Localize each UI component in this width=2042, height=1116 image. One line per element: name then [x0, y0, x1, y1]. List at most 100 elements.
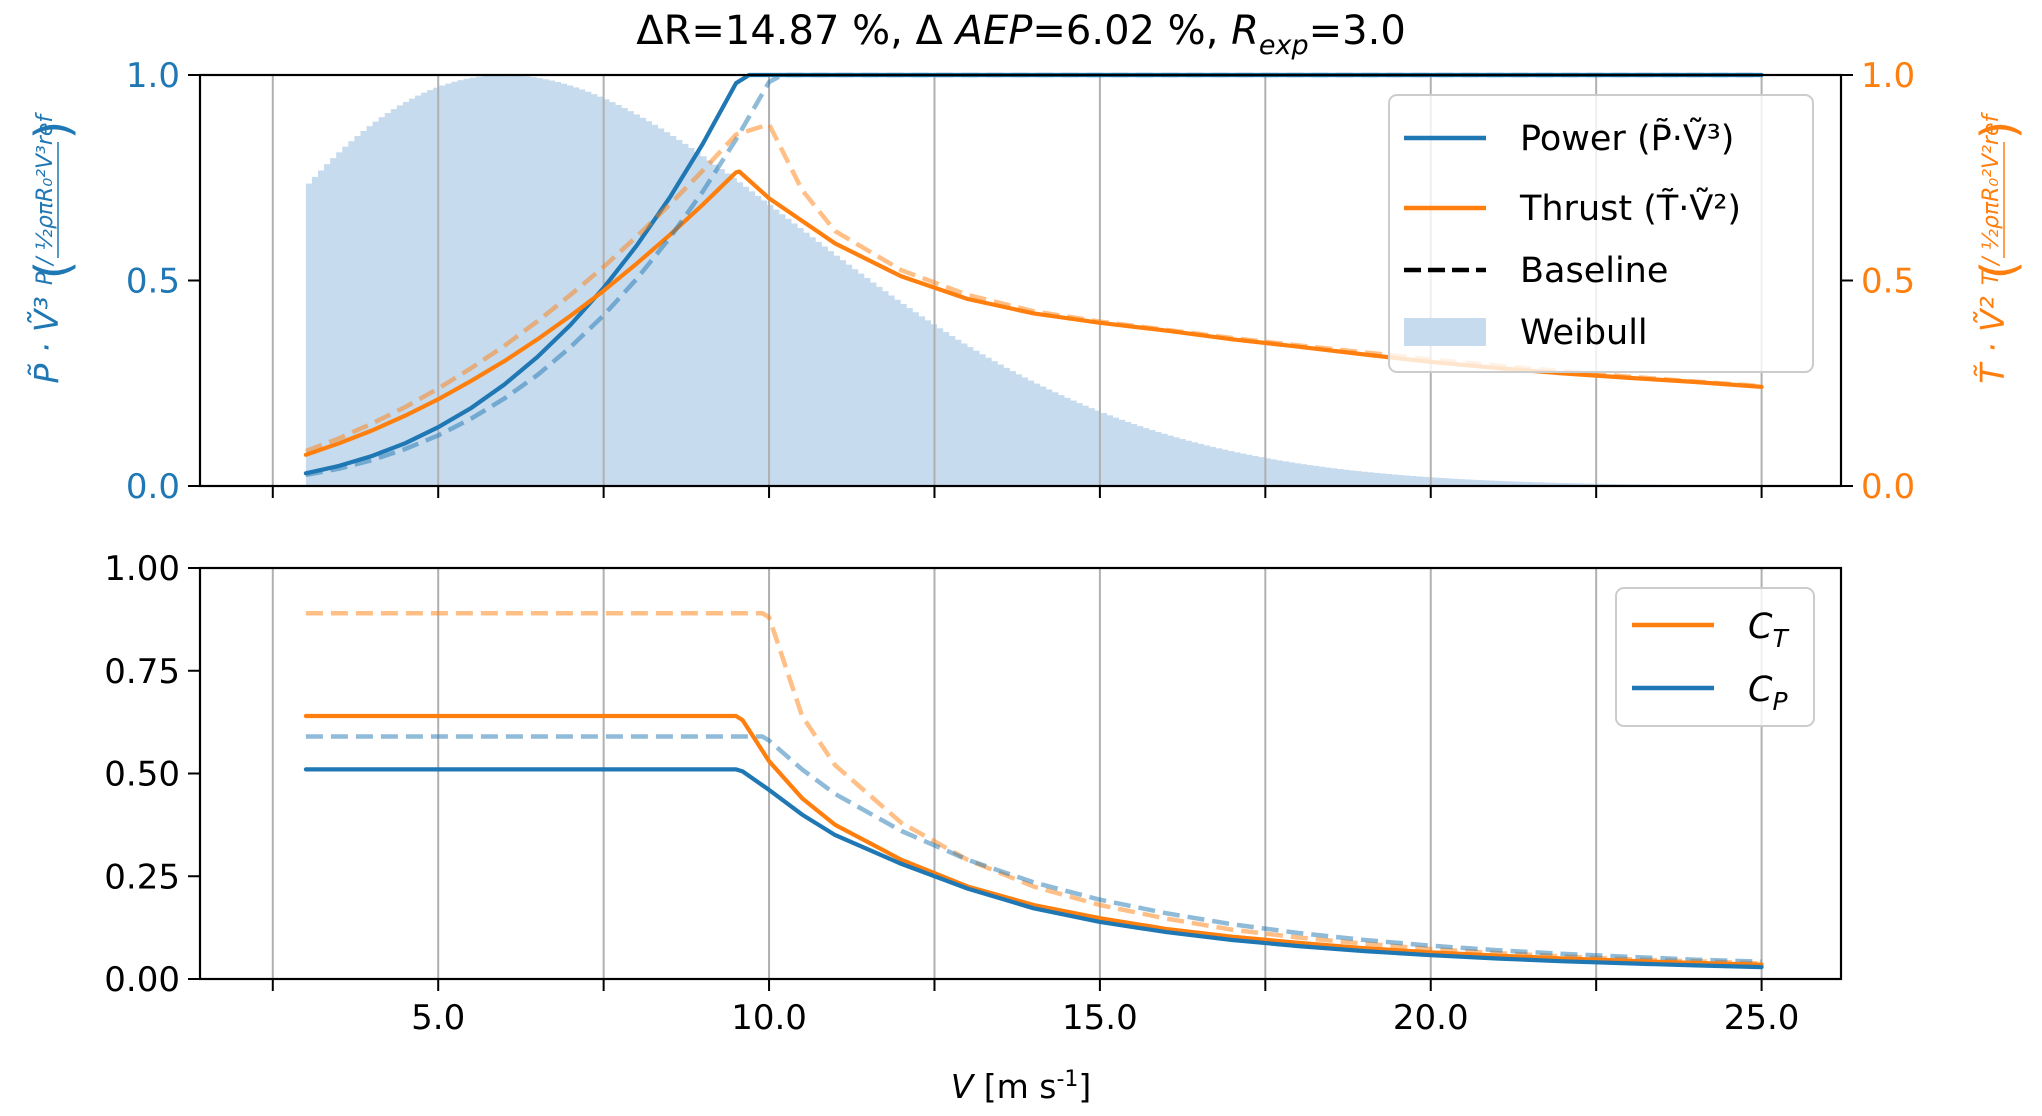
weibull-bar [1185, 440, 1192, 486]
weibull-bar [469, 77, 477, 487]
weibull-bar [1155, 431, 1162, 486]
weibull-bar [360, 130, 367, 486]
bottom-legend-frame [1615, 587, 1815, 727]
weibull-bar [554, 82, 562, 486]
weibull-bar [318, 170, 325, 486]
bottom-ytick-label: 0.00 [104, 960, 180, 1000]
weibull-bar [1015, 374, 1023, 486]
weibull-bar [918, 316, 925, 486]
weibull-bar [1161, 433, 1168, 486]
weibull-bar [384, 113, 392, 486]
weibull-bar [1470, 479, 1477, 486]
bottom-xtick-label: 10.0 [731, 998, 807, 1038]
weibull-bar [1058, 395, 1065, 486]
weibull-bar [1494, 480, 1502, 486]
weibull-bar [1373, 472, 1380, 486]
weibull-bar [960, 343, 968, 486]
weibull-bar [330, 158, 337, 486]
weibull-bar [427, 90, 434, 486]
weibull-bar [772, 209, 780, 486]
top-left-ytick-label: 1.0 [126, 56, 180, 96]
weibull-bar [730, 177, 737, 486]
weibull-bar [1367, 472, 1374, 486]
top-right-ylabel: T̃ · Ṽ² ( T / ½ρπR₀²V²ref ) [1971, 112, 2027, 384]
weibull-bar [1324, 467, 1332, 486]
weibull-bar [985, 357, 992, 486]
weibull-bar [603, 99, 610, 486]
weibull-bar [1112, 417, 1120, 486]
bottom-ticks: 5.0 10.0 15.0 20.0 25.0 0.00 0.25 0.50 0.75 1.00 [104, 549, 1799, 1038]
weibull-bar [1258, 457, 1265, 486]
weibull-bar [1033, 383, 1041, 486]
weibull-bar [924, 320, 932, 486]
weibull-bar [839, 260, 847, 486]
weibull-bar [863, 278, 871, 486]
legend-weibull-label: Weibull [1520, 313, 1648, 353]
weibull-bar [954, 339, 962, 486]
weibull-bar [390, 109, 398, 487]
weibull-bar [1088, 408, 1095, 486]
bottom-ytick-label: 0.50 [104, 755, 180, 795]
weibull-bar [415, 95, 422, 486]
legend-cp-label: CP [1748, 670, 1788, 716]
weibull-bar [354, 135, 361, 487]
weibull-histogram [305, 75, 1762, 487]
weibull-bar [1082, 405, 1089, 486]
legend-thrust-label: Thrust (T̃·Ṽ²) [1519, 186, 1741, 229]
weibull-bar [1191, 442, 1198, 486]
weibull-bar [1403, 475, 1411, 486]
weibull-bar [973, 350, 980, 486]
bottom-xtick-label: 25.0 [1724, 998, 1800, 1038]
weibull-bar [518, 75, 525, 486]
weibull-bar [1039, 386, 1047, 486]
weibull-bar [1343, 469, 1350, 486]
weibull-bar [876, 286, 883, 486]
weibull-bar [1506, 481, 1514, 486]
top-panel: 0.0 0.5 1.0 0.0 0.5 1.0 P̃ · Ṽ³ ( P / ½ρπR₀²V… [25, 56, 2027, 507]
weibull-bar [991, 361, 998, 486]
weibull-bar [754, 195, 762, 486]
weibull-bar [1118, 419, 1126, 486]
weibull-bar [882, 291, 889, 486]
bottom-series-cp-baseline [305, 734, 1762, 964]
weibull-bar [311, 176, 319, 486]
weibull-bar [815, 241, 822, 486]
left-ylabel-paren-close: ) [25, 121, 81, 140]
top-left-ylabel: P̃ · Ṽ³ ( P / ½ρπR₀²V³ref ) [25, 112, 81, 384]
weibull-bar [869, 282, 877, 486]
weibull-bar [700, 156, 707, 486]
weibull-bar [1076, 403, 1083, 486]
top-left-ytick-label: 0.0 [126, 467, 180, 507]
weibull-bar [1045, 389, 1053, 486]
weibull-bar [445, 83, 452, 486]
left-ylabel-symbol: P̃ · Ṽ³ [26, 296, 66, 383]
weibull-bar [1306, 465, 1314, 486]
weibull-bar [639, 117, 646, 486]
right-ylabel-symbol: T̃ · Ṽ² [1972, 296, 2012, 383]
weibull-bar [578, 89, 586, 486]
weibull-bar [1027, 380, 1035, 486]
top-right-ytick-label: 1.0 [1861, 56, 1915, 96]
weibull-bar [633, 114, 640, 487]
top-series-power-baseline [305, 72, 1762, 478]
weibull-bar [936, 328, 944, 486]
weibull-bar [487, 75, 495, 486]
weibull-bar [845, 264, 853, 486]
weibull-bar [1525, 481, 1532, 486]
weibull-bar [748, 191, 756, 486]
weibull-bar [785, 218, 792, 486]
weibull-bar [560, 83, 568, 486]
weibull-bar [724, 173, 731, 486]
weibull-bar [1397, 475, 1405, 486]
weibull-bar [1543, 482, 1550, 486]
weibull-bar [1518, 481, 1526, 486]
weibull-bar [694, 152, 701, 487]
top-left-ytick-label: 0.5 [126, 262, 180, 302]
weibull-bar [1021, 377, 1029, 486]
legend-weibull-swatch [1404, 318, 1486, 346]
right-ylabel-paren-open: ( [1971, 261, 2027, 280]
weibull-bar [1136, 426, 1144, 486]
top-right-ytick-label: 0.5 [1861, 262, 1915, 302]
weibull-bar [851, 269, 859, 486]
weibull-bar [372, 121, 380, 486]
